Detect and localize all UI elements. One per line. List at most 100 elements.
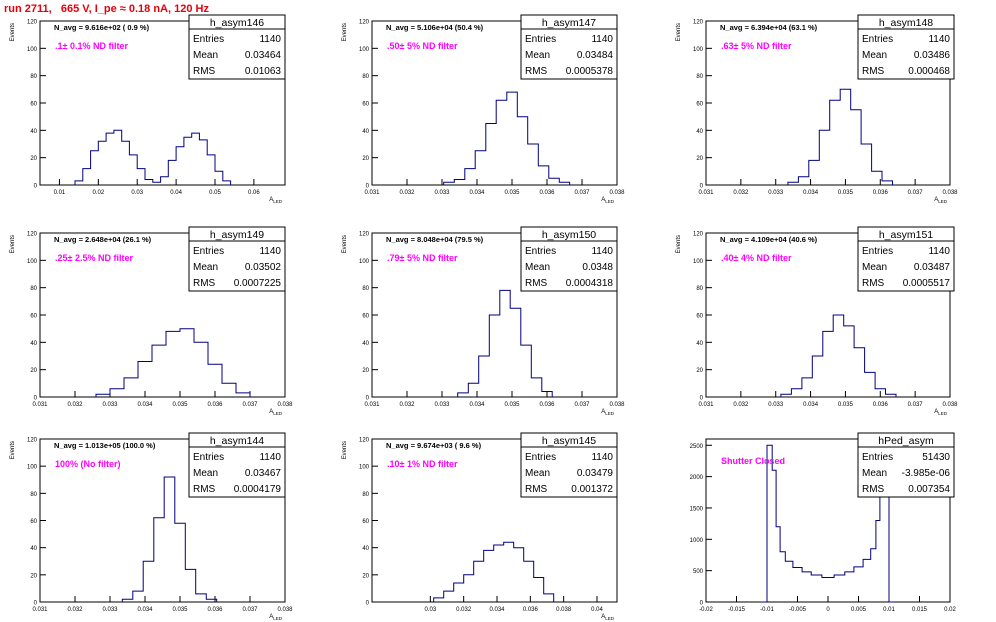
x-tick-label: 0.037 <box>574 402 590 408</box>
filter-label: .25± 2.5% ND filter <box>55 253 133 263</box>
stats-box: h_asym148 Entries 1140 Mean 0.03486 RMS 0.0004… <box>857 14 955 80</box>
stats-box: hPed_asym Entries 51430 Mean -3.985e-06 RMS 0.… <box>857 432 955 498</box>
stats-box: h_asym150 Entries 1140 Mean 0.0348 RMS 0.00043… <box>520 226 618 292</box>
stats-value-rms: 0.01063 <box>245 66 282 77</box>
filter-label: .40± 4% ND filter <box>721 253 792 263</box>
x-tick-label: 0.031 <box>698 190 714 196</box>
stats-value-mean: 0.03502 <box>245 262 282 273</box>
x-tick-label: 0.04 <box>170 190 182 196</box>
x-axis-label-sub: LED <box>605 616 615 621</box>
stats-value-rms: 0.001372 <box>571 484 613 495</box>
histogram-series-hPed_asym <box>760 444 896 603</box>
stats-box: h_asym151 Entries 1140 Mean 0.03487 RMS 0.0005… <box>857 226 955 292</box>
run-title: run 2711, 665 V, I_pe ≈ 0.18 nA, 120 Hz <box>4 3 209 15</box>
filter-label: 100% (No filter) <box>55 459 121 469</box>
x-tick-label: -0.02 <box>699 607 713 613</box>
stats-label-mean: Mean <box>525 50 550 61</box>
x-tick-label: 0.038 <box>277 402 293 408</box>
y-tick-label: 80 <box>362 286 369 292</box>
stats-box-title: h_asym149 <box>210 229 264 241</box>
y-tick-label: 0 <box>34 184 38 190</box>
x-tick-label: 0.032 <box>399 190 415 196</box>
y-tick-label: 60 <box>362 519 369 525</box>
y-tick-label: 40 <box>362 129 369 135</box>
x-tick-label: 0.032 <box>67 402 83 408</box>
stats-value-mean: 0.03467 <box>245 468 282 479</box>
stats-box-frame <box>857 226 955 292</box>
histogram-series-h_asym151 <box>780 314 897 397</box>
stats-value-mean: 0.0348 <box>582 262 613 273</box>
stats-box-frame <box>520 14 618 80</box>
histogram-panel-h_asym146: 0 20 40 60 80 100 120 0.01 0.02 0.03 0.04 0.05 0.06 E… <box>10 14 286 204</box>
y-tick-label: 100 <box>27 47 38 53</box>
histogram-series-h_asym144 <box>121 476 218 602</box>
x-tick-label: 0.005 <box>851 607 867 613</box>
stats-box-title: hPed_asym <box>878 435 934 447</box>
stats-value-mean: 0.03487 <box>914 262 951 273</box>
x-tick-label: 0.036 <box>539 402 555 408</box>
x-axis-label: ALED <box>601 409 615 416</box>
histogram-panel-hPed_asym: 0 500 1000 1500 2000 2500 -0.02 -0.015 -0.01 -0.0… <box>690 432 956 613</box>
stats-label-mean: Mean <box>862 50 887 61</box>
stats-label-mean: Mean <box>525 468 550 479</box>
histogram-series-h_asym149 <box>95 328 251 397</box>
y-tick-label: 40 <box>362 341 369 347</box>
y-tick-label: 500 <box>693 569 704 575</box>
navg-label: N_avg = 1.013e+05 (100.0 %) <box>54 441 156 450</box>
y-tick-label: 100 <box>27 259 38 265</box>
y-axis-label: Events <box>10 235 16 253</box>
filter-label: .50± 5% ND filter <box>387 41 458 51</box>
y-tick-label: 100 <box>27 465 38 471</box>
x-tick-label: 0.032 <box>456 607 472 613</box>
y-tick-label: 100 <box>693 259 704 265</box>
x-axis-label-main: A <box>269 197 273 203</box>
stats-value-entries: 1140 <box>259 452 281 463</box>
x-axis-label-main: A <box>601 614 605 620</box>
x-tick-label: 0.038 <box>942 190 958 196</box>
stats-box-frame <box>520 432 618 498</box>
filter-label: .1± 0.1% ND filter <box>55 41 128 51</box>
stats-label-rms: RMS <box>525 278 548 289</box>
stats-label-entries: Entries <box>193 34 224 45</box>
y-tick-label: 100 <box>359 465 370 471</box>
stats-box-title: h_asym144 <box>210 435 264 447</box>
stats-value-entries: 1140 <box>259 246 281 257</box>
y-tick-label: 0 <box>366 396 370 402</box>
stats-value-rms: 0.0005517 <box>903 278 951 289</box>
stats-label-mean: Mean <box>862 262 887 273</box>
x-tick-label: 0.036 <box>873 402 889 408</box>
x-axis-label: ALED <box>934 409 948 416</box>
x-axis-label: ALED <box>601 614 615 621</box>
x-axis-label-sub: LED <box>605 411 615 416</box>
x-tick-label: 0.033 <box>434 190 450 196</box>
stats-box: h_asym144 Entries 1140 Mean 0.03467 RMS 0.0004… <box>188 432 286 498</box>
stats-box-title: h_asym145 <box>542 435 596 447</box>
x-axis-label-main: A <box>934 409 938 415</box>
x-axis-label: ALED <box>601 197 615 204</box>
x-axis-label-sub: LED <box>273 616 283 621</box>
histogram-panel-h_asym149: 0 20 40 60 80 100 120 0.031 0.032 0.033 0.034 0.035… <box>10 226 293 416</box>
y-tick-label: 80 <box>696 286 703 292</box>
x-tick-label: 0.038 <box>609 402 625 408</box>
navg-label: N_avg = 5.106e+04 (50.4 %) <box>386 23 484 32</box>
y-tick-label: 80 <box>30 286 37 292</box>
navg-label: N_avg = 2.648e+04 (26.1 %) <box>54 235 152 244</box>
stats-value-rms: 0.0005378 <box>566 66 614 77</box>
histogram-series-h_asym145 <box>433 541 555 602</box>
x-tick-label: 0.02 <box>92 190 104 196</box>
x-tick-label: 0.037 <box>242 607 258 613</box>
stats-value-entries: 1140 <box>591 452 613 463</box>
stats-box-title: h_asym148 <box>879 17 933 29</box>
stats-box-title: h_asym151 <box>879 229 933 241</box>
x-tick-label: 0.036 <box>207 607 223 613</box>
stats-box: h_asym146 Entries 1140 Mean 0.03464 RMS 0.0106… <box>188 14 286 80</box>
y-tick-label: 40 <box>696 129 703 135</box>
y-tick-label: 40 <box>362 546 369 552</box>
stats-value-mean: 0.03464 <box>245 50 282 61</box>
y-tick-label: 0 <box>700 184 704 190</box>
y-tick-label: 20 <box>362 368 369 374</box>
x-tick-label: 0.038 <box>277 607 293 613</box>
y-tick-label: 60 <box>30 519 37 525</box>
stats-label-rms: RMS <box>193 66 216 77</box>
stats-label-rms: RMS <box>525 66 548 77</box>
